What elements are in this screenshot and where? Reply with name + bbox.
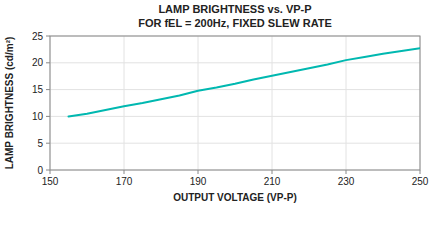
chart: 150 170 190 210 230 250 0 5 10 15 20 25 LAMP BRIGHTN… xyxy=(0,0,434,225)
plot-area xyxy=(69,48,421,116)
y-tick-label: 0 xyxy=(37,165,43,176)
y-tick xyxy=(46,143,50,144)
x-tick xyxy=(346,170,347,174)
axes: 150 170 190 210 230 250 0 5 10 15 20 25 xyxy=(32,31,429,188)
x-tick-label: 250 xyxy=(412,176,429,187)
title: LAMP BRIGHTNESS vs. VP-P xyxy=(158,3,311,15)
y-tick xyxy=(46,89,50,90)
grid-line-x xyxy=(346,36,347,170)
plot-frame xyxy=(50,36,420,170)
grid-line-y xyxy=(50,116,420,117)
x-tick-label: 210 xyxy=(264,176,281,187)
y-tick xyxy=(46,116,50,117)
subtitle: FOR fEL = 200Hz, FIXED SLEW RATE xyxy=(138,17,332,29)
x-tick xyxy=(272,170,273,174)
grid-line-x xyxy=(124,36,125,170)
y-tick xyxy=(46,170,50,171)
x-tick xyxy=(50,170,51,174)
chart-container: 150 170 190 210 230 250 0 5 10 15 20 25 LAMP BRIGHTN… xyxy=(0,0,434,225)
x-tick-label: 150 xyxy=(42,176,59,187)
grid-line-x xyxy=(198,36,199,170)
x-tick xyxy=(124,170,125,174)
x-tick xyxy=(198,170,199,174)
grid-line-y xyxy=(50,89,420,90)
line xyxy=(69,48,421,116)
x-axis-label: OUTPUT VOLTAGE (VP-P) xyxy=(173,192,297,203)
x-tick xyxy=(420,170,421,174)
y-tick-label: 10 xyxy=(32,111,44,122)
grid xyxy=(50,36,420,170)
y-tick-label: 25 xyxy=(32,31,44,42)
x-tick-label: 170 xyxy=(116,176,133,187)
grid-line-x xyxy=(272,36,273,170)
y-tick-label: 15 xyxy=(32,84,44,95)
y-tick xyxy=(46,36,50,37)
x-tick-label: 190 xyxy=(190,176,207,187)
y-tick-label: 20 xyxy=(32,57,44,68)
grid-line-y xyxy=(50,62,420,63)
x-tick-label: 230 xyxy=(338,176,355,187)
y-tick-label: 5 xyxy=(37,138,43,149)
y-axis-label: LAMP BRIGHTNESS (cd/m²) xyxy=(4,37,15,170)
grid-line-y xyxy=(50,143,420,144)
y-tick xyxy=(46,62,50,63)
